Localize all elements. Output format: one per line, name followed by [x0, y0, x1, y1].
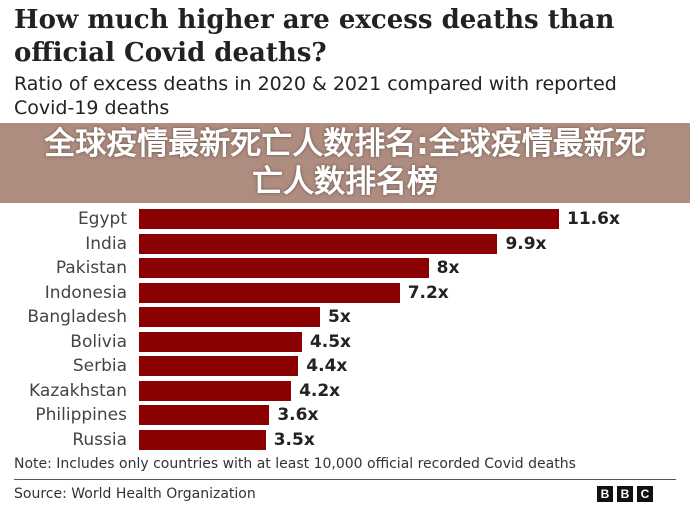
overlay-banner: 全球疫情最新死亡人数排名:全球疫情最新死亡人数排名榜 [0, 123, 690, 203]
overlay-text: 全球疫情最新死亡人数排名:全球疫情最新死亡人数排名榜 [44, 126, 646, 200]
chart-note: Note: Includes only countries with at le… [14, 456, 576, 472]
category-label: Indonesia [44, 282, 127, 303]
chart-subtitle: Ratio of excess deaths in 2020 & 2021 co… [14, 73, 617, 119]
value-label: 4.2x [299, 380, 341, 401]
category-label: Russia [72, 429, 127, 450]
logo-letter: B [597, 486, 613, 502]
value-label: 7.2x [407, 282, 449, 303]
bar [139, 429, 266, 450]
bar [139, 331, 302, 352]
chart-title: How much higher are excess deaths than o… [14, 5, 615, 68]
value-label: 5x [328, 307, 351, 327]
logo-letter: B [617, 486, 633, 502]
value-label: 3.5x [273, 429, 315, 450]
bar [139, 380, 292, 401]
chart-source: Source: World Health Organization [14, 486, 256, 502]
bar [139, 356, 299, 376]
value-label: 4.4x [306, 356, 348, 376]
category-label: Serbia [72, 356, 127, 376]
category-label: Bolivia [70, 331, 127, 352]
bar [139, 282, 400, 303]
category-label: Bangladesh [27, 307, 127, 327]
bar [139, 209, 559, 229]
bar [139, 258, 429, 278]
value-label: 11.6x [567, 209, 620, 229]
divider [14, 479, 676, 480]
value-label: 3.6x [277, 405, 319, 425]
logo-letter: C [637, 486, 653, 502]
category-label: India [85, 233, 127, 254]
category-label: Egypt [77, 209, 127, 229]
bar [139, 233, 498, 254]
value-label: 4.5x [309, 331, 352, 352]
bar [139, 307, 321, 327]
value-label: 9.9x [505, 233, 547, 254]
category-label: Pakistan [55, 258, 127, 278]
category-label: Philippines [35, 405, 127, 425]
bar [139, 405, 270, 425]
value-label: 8x [436, 258, 460, 278]
category-label: Kazakhstan [29, 380, 127, 401]
